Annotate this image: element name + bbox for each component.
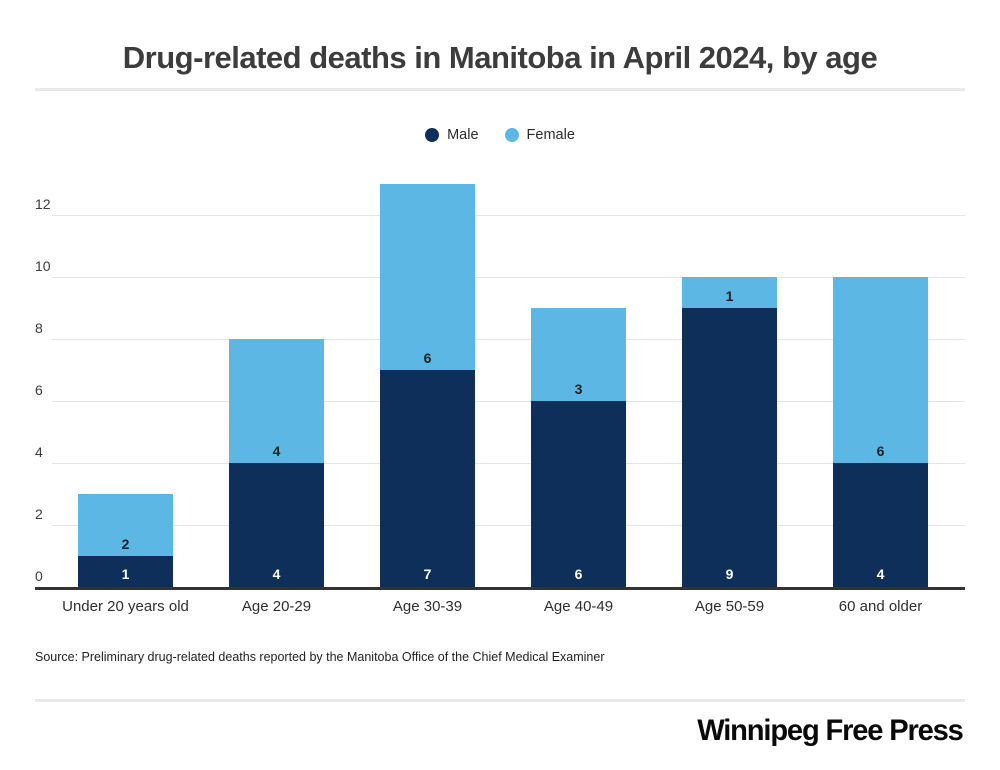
bar-female-5: 1 (682, 277, 777, 308)
bar-male-3: 7 (380, 370, 475, 587)
legend-label: Female (526, 127, 575, 143)
gridline-y-8 (52, 339, 965, 340)
bar-female-2: 4 (229, 339, 324, 463)
bar-value-female: 3 (574, 381, 583, 397)
bar-value-female: 1 (725, 288, 734, 304)
legend-dot-male (425, 128, 440, 142)
y-axis-label: 10 (35, 258, 51, 274)
bar-female-4: 3 (531, 308, 626, 401)
bar-male-1: 1 (78, 556, 173, 587)
bar-male-5: 9 (682, 308, 777, 587)
y-axis-label: 4 (35, 444, 43, 460)
bar-male-4: 6 (531, 401, 626, 587)
bar-value-male: 9 (725, 566, 734, 582)
y-axis-label: 12 (35, 196, 51, 212)
gridline-y-2 (52, 525, 965, 526)
y-axis-label: 2 (35, 506, 43, 522)
bar-male-6: 4 (833, 463, 928, 587)
y-axis-label: 0 (35, 568, 43, 584)
y-axis-label: 6 (35, 382, 43, 398)
bar-female-6: 6 (833, 277, 928, 463)
bar-value-male: 4 (272, 566, 281, 582)
source-note: Source: Preliminary drug-related deaths … (35, 650, 605, 664)
legend: Male Female (0, 127, 1000, 143)
bar-value-male: 6 (574, 566, 583, 582)
x-axis-label: Under 20 years old (62, 598, 189, 615)
bar-value-male: 4 (876, 566, 885, 582)
x-axis-label: Age 20-29 (241, 598, 312, 615)
y-axis-label: 8 (35, 320, 43, 336)
title-divider (35, 88, 965, 91)
x-axis-label: 60 and older (838, 598, 923, 615)
bar-value-female: 4 (272, 443, 281, 459)
gridline-y-6 (52, 401, 965, 402)
x-axis-line (35, 587, 965, 590)
legend-dot-female (504, 128, 519, 142)
x-axis-label: Age 40-49 (543, 598, 614, 615)
bar-female-1: 2 (78, 494, 173, 556)
chart-title: Drug-related deaths in Manitoba in April… (122, 40, 878, 75)
bar-male-2: 4 (229, 463, 324, 587)
legend-label: Male (447, 127, 479, 143)
gridline-y-12 (52, 215, 965, 216)
publisher-wordmark: Winnipeg Free Press (697, 714, 965, 747)
bar-value-female: 6 (876, 443, 885, 459)
x-axis-label: Age 50-59 (694, 598, 765, 615)
bar-value-female: 6 (423, 350, 432, 366)
bar-value-male: 7 (423, 566, 432, 582)
legend-item-female: Female (504, 127, 575, 143)
gridline-y-10 (52, 277, 965, 278)
footer-divider (35, 699, 965, 702)
x-axis-label: Age 30-39 (392, 598, 463, 615)
bar-value-female: 2 (121, 536, 130, 552)
gridline-y-4 (52, 463, 965, 464)
legend-item-male: Male (425, 127, 479, 143)
bar-female-3: 6 (380, 184, 475, 370)
bar-value-male: 1 (121, 566, 130, 582)
